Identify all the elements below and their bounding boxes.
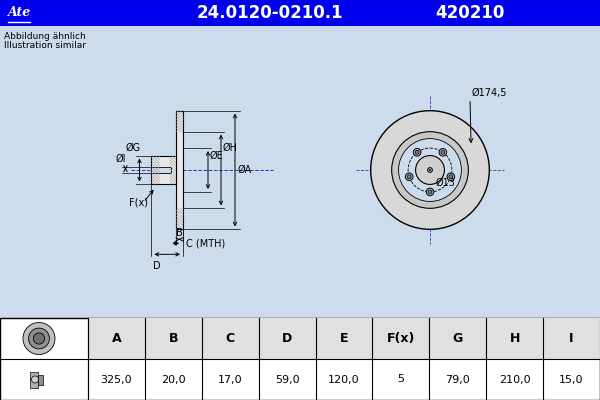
Text: B: B bbox=[169, 332, 178, 345]
Circle shape bbox=[441, 150, 445, 154]
Bar bbox=[0, 318, 600, 400]
Text: 17,0: 17,0 bbox=[218, 374, 242, 384]
Text: A: A bbox=[112, 332, 121, 345]
Text: C: C bbox=[226, 332, 235, 345]
Text: E: E bbox=[340, 332, 348, 345]
Circle shape bbox=[447, 173, 455, 180]
Text: ØE: ØE bbox=[210, 151, 224, 161]
Circle shape bbox=[32, 376, 38, 383]
Circle shape bbox=[371, 111, 490, 229]
Circle shape bbox=[429, 169, 431, 171]
Bar bbox=[151, 156, 176, 184]
Bar bbox=[176, 111, 183, 229]
Text: ØG: ØG bbox=[125, 142, 140, 152]
Circle shape bbox=[407, 175, 411, 179]
Text: 79,0: 79,0 bbox=[445, 374, 470, 384]
Circle shape bbox=[449, 175, 453, 179]
Text: B: B bbox=[176, 228, 183, 238]
Text: D: D bbox=[282, 332, 292, 345]
Bar bbox=[88, 318, 600, 359]
Text: G: G bbox=[452, 332, 463, 345]
Text: ØI: ØI bbox=[115, 154, 126, 164]
Circle shape bbox=[34, 333, 44, 344]
Circle shape bbox=[428, 190, 432, 194]
Text: 20,0: 20,0 bbox=[161, 374, 185, 384]
Bar bbox=[0, 0, 600, 26]
Bar bbox=[38, 374, 43, 384]
Text: F(x): F(x) bbox=[130, 198, 148, 208]
Text: I: I bbox=[569, 332, 574, 345]
Bar bbox=[151, 156, 183, 184]
Text: F(x): F(x) bbox=[387, 332, 415, 345]
Text: 120,0: 120,0 bbox=[328, 374, 360, 384]
Text: Illustration similar: Illustration similar bbox=[4, 41, 86, 50]
Text: Ø13: Ø13 bbox=[436, 178, 455, 188]
Circle shape bbox=[439, 148, 446, 156]
Text: 59,0: 59,0 bbox=[275, 374, 299, 384]
Text: ØH: ØH bbox=[223, 143, 238, 153]
Text: Ø174,5: Ø174,5 bbox=[472, 88, 508, 98]
Bar bbox=[151, 167, 170, 173]
Bar bbox=[30, 372, 38, 388]
Text: 15,0: 15,0 bbox=[559, 374, 584, 384]
Text: Abbildung ähnlich: Abbildung ähnlich bbox=[4, 32, 86, 41]
Text: D: D bbox=[154, 261, 161, 271]
Circle shape bbox=[392, 132, 469, 208]
Circle shape bbox=[426, 188, 434, 196]
Circle shape bbox=[428, 168, 433, 172]
Text: 24.0120-0210.1: 24.0120-0210.1 bbox=[197, 4, 343, 22]
Circle shape bbox=[23, 322, 55, 354]
Text: 5: 5 bbox=[397, 374, 404, 384]
Text: H: H bbox=[509, 332, 520, 345]
Circle shape bbox=[398, 138, 461, 202]
Text: Ate: Ate bbox=[8, 6, 31, 20]
Text: 325,0: 325,0 bbox=[101, 374, 132, 384]
Circle shape bbox=[29, 328, 49, 349]
Text: ØA: ØA bbox=[238, 165, 252, 175]
Circle shape bbox=[415, 150, 419, 154]
Circle shape bbox=[416, 156, 445, 184]
Text: 210,0: 210,0 bbox=[499, 374, 530, 384]
Text: C (MTH): C (MTH) bbox=[186, 238, 225, 248]
Circle shape bbox=[413, 148, 421, 156]
Circle shape bbox=[406, 173, 413, 180]
Text: 420210: 420210 bbox=[436, 4, 505, 22]
